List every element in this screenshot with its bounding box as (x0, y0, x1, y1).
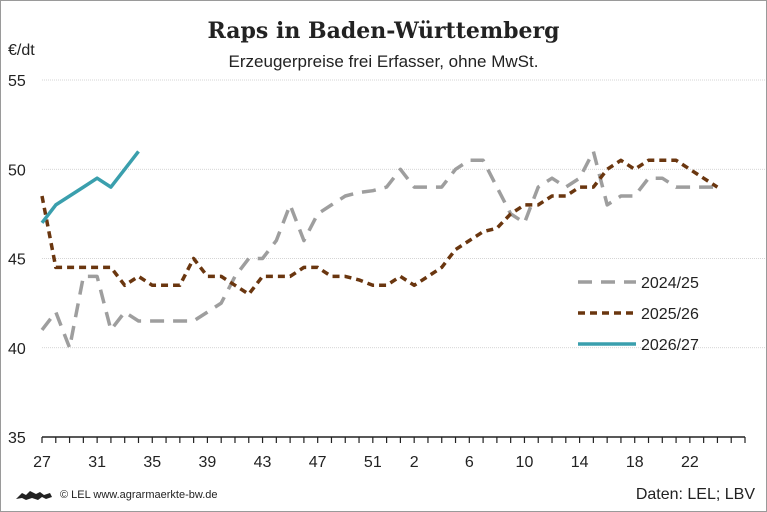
x-tick-label: 14 (571, 454, 589, 471)
x-tick-label: 39 (199, 454, 217, 471)
legend-label: 2025/26 (641, 306, 699, 323)
series-line-2024-25 (40, 149, 718, 350)
y-tick-label: 35 (8, 430, 26, 447)
legend: 2024/25 2025/26 2026/27 (578, 275, 699, 354)
footer-copyright: © LEL www.agrarmaerkte-bw.de (60, 489, 218, 501)
x-tick-label: 10 (516, 454, 534, 471)
x-tick-label: 51 (364, 454, 382, 471)
series-lines (40, 149, 719, 350)
x-tick-label: 2 (410, 454, 419, 471)
footer-source: Daten: LEL; LBV (635, 486, 755, 503)
x-tick-label: 43 (254, 454, 272, 471)
y-tick-label: 55 (8, 73, 26, 90)
gridlines (42, 79, 765, 349)
x-tick-label: 6 (465, 454, 474, 471)
series-line-2025-26 (40, 158, 719, 296)
x-tick-label: 35 (143, 454, 161, 471)
x-tick-label: 18 (626, 454, 644, 471)
y-tick-label: 50 (8, 162, 26, 179)
legend-label: 2026/27 (641, 337, 699, 354)
y-tick-label: 40 (8, 341, 26, 358)
x-tick-label: 22 (681, 454, 699, 471)
x-tick-label: 27 (33, 454, 51, 471)
lion-logo-icon (16, 491, 52, 500)
legend-label: 2024/25 (641, 275, 699, 292)
x-tick-label: 31 (88, 454, 106, 471)
x-tick-label: 47 (309, 454, 327, 471)
chart-title: Raps in Baden-Württemberg (207, 18, 560, 44)
y-axis: 35 40 45 50 55 (8, 73, 26, 447)
x-axis: 27 31 35 39 43 47 51 2 6 10 14 18 22 (33, 436, 746, 471)
y-tick-label: 45 (8, 252, 26, 269)
series-line-2026-27 (40, 150, 140, 224)
y-axis-label: €/dt (8, 42, 35, 59)
chart-subtitle: Erzeugerpreise frei Erfasser, ohne MwSt. (228, 52, 539, 71)
